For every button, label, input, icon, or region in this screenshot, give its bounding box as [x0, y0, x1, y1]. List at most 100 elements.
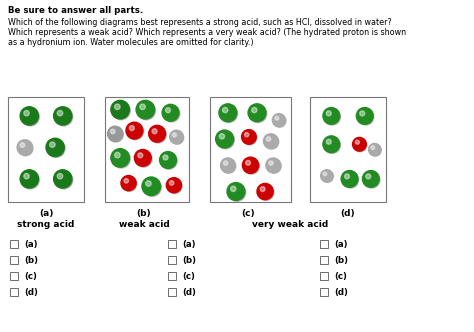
- Circle shape: [266, 137, 271, 141]
- Circle shape: [47, 139, 65, 157]
- FancyBboxPatch shape: [320, 256, 328, 264]
- Text: very weak acid: very weak acid: [252, 220, 328, 229]
- Text: (a): (a): [334, 239, 347, 248]
- Circle shape: [371, 146, 374, 149]
- Circle shape: [115, 104, 120, 110]
- Circle shape: [18, 140, 33, 156]
- Text: (b): (b): [182, 256, 196, 265]
- Circle shape: [143, 178, 161, 197]
- Circle shape: [221, 159, 236, 173]
- Circle shape: [260, 187, 265, 192]
- Text: (d): (d): [341, 209, 356, 218]
- Text: (a): (a): [182, 239, 195, 248]
- Circle shape: [127, 123, 144, 140]
- Circle shape: [136, 100, 155, 119]
- Circle shape: [324, 108, 340, 125]
- FancyBboxPatch shape: [310, 97, 386, 202]
- Text: (d): (d): [24, 288, 38, 296]
- Circle shape: [149, 126, 166, 143]
- Circle shape: [243, 158, 259, 174]
- Circle shape: [54, 170, 72, 188]
- Circle shape: [258, 184, 274, 201]
- Circle shape: [230, 186, 236, 192]
- Circle shape: [363, 171, 379, 187]
- Circle shape: [50, 142, 55, 147]
- Circle shape: [142, 177, 160, 196]
- Circle shape: [55, 108, 73, 126]
- FancyBboxPatch shape: [210, 97, 291, 202]
- Circle shape: [242, 157, 259, 173]
- Circle shape: [356, 140, 359, 144]
- Circle shape: [121, 176, 136, 191]
- FancyBboxPatch shape: [105, 97, 189, 202]
- Circle shape: [269, 161, 273, 165]
- Circle shape: [249, 105, 267, 123]
- FancyBboxPatch shape: [168, 256, 176, 264]
- Circle shape: [275, 116, 279, 120]
- Text: (b): (b): [137, 209, 151, 218]
- Circle shape: [323, 136, 340, 153]
- Circle shape: [111, 149, 129, 167]
- Circle shape: [323, 172, 327, 176]
- FancyBboxPatch shape: [320, 288, 328, 296]
- Circle shape: [165, 108, 171, 113]
- Circle shape: [124, 179, 128, 183]
- Circle shape: [135, 150, 152, 167]
- FancyBboxPatch shape: [10, 256, 18, 264]
- Circle shape: [264, 134, 279, 149]
- Circle shape: [170, 130, 183, 144]
- Circle shape: [163, 155, 168, 160]
- Circle shape: [242, 129, 256, 144]
- Circle shape: [342, 171, 359, 188]
- Text: (d): (d): [334, 288, 348, 296]
- Circle shape: [146, 181, 151, 186]
- FancyBboxPatch shape: [168, 272, 176, 280]
- FancyBboxPatch shape: [10, 288, 18, 296]
- Circle shape: [246, 160, 250, 165]
- FancyBboxPatch shape: [168, 240, 176, 248]
- Circle shape: [55, 171, 73, 189]
- Circle shape: [266, 159, 281, 173]
- Circle shape: [353, 137, 366, 151]
- Text: Be sure to answer all parts.: Be sure to answer all parts.: [8, 6, 143, 15]
- Circle shape: [57, 173, 63, 179]
- Circle shape: [248, 104, 266, 122]
- Circle shape: [320, 170, 333, 182]
- Text: (b): (b): [334, 256, 348, 265]
- Circle shape: [160, 152, 176, 168]
- Circle shape: [166, 178, 182, 193]
- Circle shape: [345, 174, 349, 179]
- Circle shape: [356, 108, 373, 124]
- Circle shape: [341, 171, 358, 187]
- Circle shape: [24, 111, 29, 116]
- Circle shape: [273, 114, 285, 126]
- Circle shape: [266, 158, 281, 173]
- Circle shape: [245, 132, 249, 137]
- Circle shape: [228, 184, 246, 201]
- Circle shape: [108, 127, 123, 142]
- Circle shape: [160, 152, 177, 169]
- Circle shape: [242, 130, 257, 145]
- Circle shape: [220, 158, 235, 173]
- FancyBboxPatch shape: [10, 240, 18, 248]
- Circle shape: [135, 149, 151, 166]
- Text: Which represents a weak acid? Which represents a very weak acid? (The hydrated p: Which represents a weak acid? Which repr…: [8, 28, 406, 37]
- FancyBboxPatch shape: [10, 272, 18, 280]
- Text: (c): (c): [334, 272, 347, 281]
- Circle shape: [273, 114, 286, 127]
- Circle shape: [170, 131, 184, 144]
- Text: (b): (b): [24, 256, 38, 265]
- Circle shape: [129, 125, 135, 130]
- Circle shape: [162, 104, 179, 121]
- Text: (c): (c): [24, 272, 37, 281]
- Circle shape: [353, 138, 367, 152]
- Circle shape: [227, 183, 245, 201]
- Circle shape: [363, 171, 380, 188]
- Circle shape: [126, 122, 143, 139]
- Circle shape: [173, 133, 176, 137]
- Circle shape: [167, 178, 182, 194]
- Circle shape: [20, 170, 38, 188]
- Circle shape: [112, 101, 130, 120]
- Circle shape: [326, 139, 331, 144]
- Circle shape: [140, 104, 146, 110]
